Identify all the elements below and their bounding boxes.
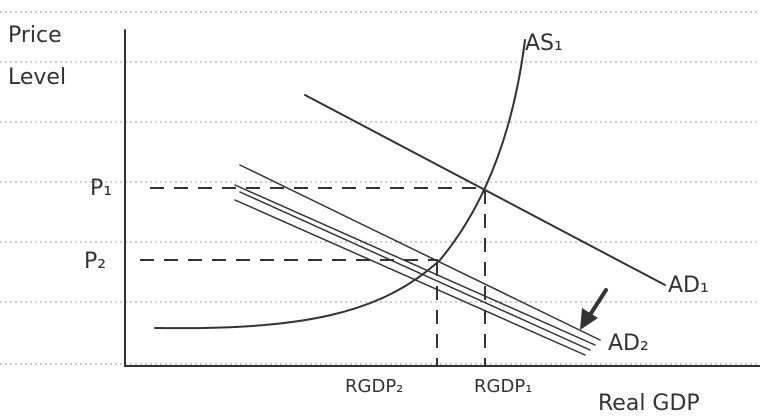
diagram: Price Level Real GDP AS₁ AD₁ AD₂ P₁ P₂ R… (0, 0, 760, 416)
ad2-label: AD₂ (608, 331, 649, 356)
as-curve (155, 40, 525, 328)
as-label: AS₁ (525, 31, 563, 56)
y-label: Price (8, 23, 62, 48)
shift-arrow (580, 290, 606, 330)
p1-label: P₁ (90, 176, 112, 201)
x-label: Real GDP (598, 391, 700, 416)
p2-label: P₂ (84, 249, 106, 274)
y-label: Level (8, 65, 66, 90)
ad1-label: AD₁ (668, 273, 709, 298)
axes (125, 30, 760, 366)
rgdp1-label: RGDP₁ (474, 376, 532, 397)
rgdp2-label: RGDP₂ (345, 376, 403, 397)
